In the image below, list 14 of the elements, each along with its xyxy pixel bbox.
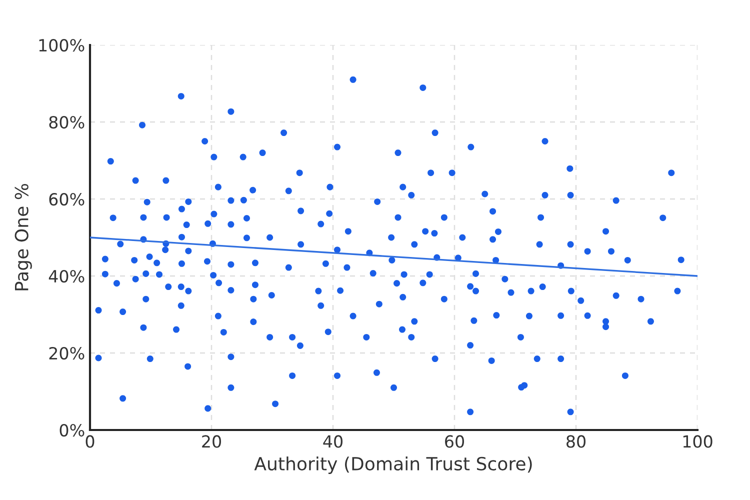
x-tick-label: 0: [86, 435, 94, 448]
y-axis-title: Page One %: [14, 184, 32, 290]
y-tick-label: 40%: [48, 270, 84, 283]
x-tick-label: 80: [566, 435, 586, 448]
x-tick-label: 100: [683, 435, 712, 448]
y-tick-label: 80%: [49, 116, 84, 129]
x-axis-title: Authority (Domain Trust Score): [254, 456, 532, 474]
x-tick-label: 20: [202, 435, 221, 448]
y-tick-label: 100%: [39, 38, 84, 52]
x-tick-label: 40: [323, 435, 342, 448]
y-tick-label: 60%: [49, 192, 84, 206]
y-tick-label: 20%: [49, 346, 84, 360]
y-tick-label: 0%: [60, 424, 84, 437]
x-tick-label: 60: [445, 435, 464, 448]
